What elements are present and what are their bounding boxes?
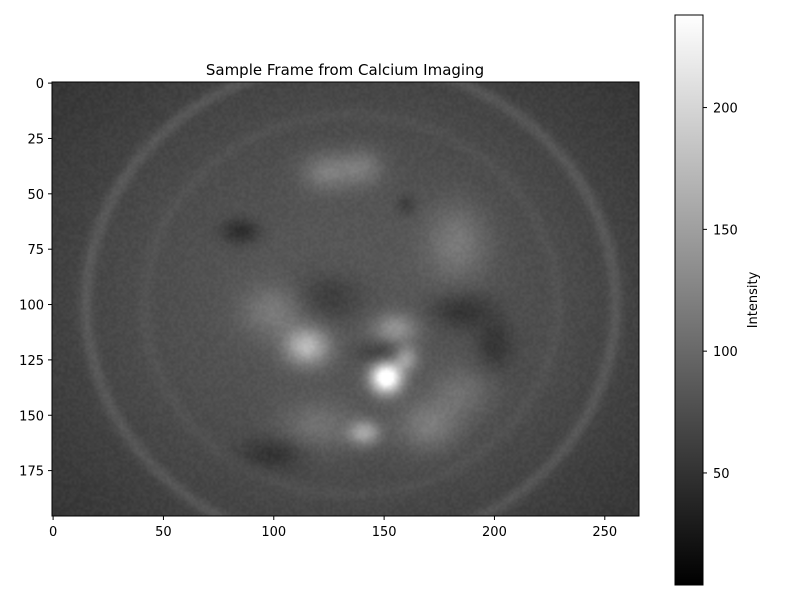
x-tick-label: 250 [592, 525, 617, 540]
chart-title: Sample Frame from Calcium Imaging [206, 61, 484, 79]
x-axis: 0 50 100 150 200 250 [49, 516, 617, 540]
colorbar-axis: 50 100 150 200 [703, 102, 738, 482]
colorbar-tick-label: 50 [713, 467, 730, 482]
x-tick-label: 150 [372, 525, 397, 540]
y-tick-label: 150 [19, 409, 44, 424]
y-tick-label: 75 [27, 243, 44, 258]
y-tick-label: 0 [36, 77, 44, 92]
colorbar-tick-label: 150 [713, 223, 738, 238]
y-tick-label: 50 [27, 188, 44, 203]
y-tick-label: 125 [19, 354, 44, 369]
y-tick-label: 25 [27, 132, 44, 147]
y-tick-label: 175 [19, 465, 44, 480]
colorbar-label: Intensity [746, 271, 761, 328]
heatmap-image [52, 82, 639, 516]
x-tick-label: 200 [482, 525, 507, 540]
y-axis: 0 25 50 75 100 125 150 175 [19, 77, 52, 480]
x-tick-label: 50 [155, 525, 172, 540]
colorbar-tick-label: 200 [713, 102, 738, 117]
colorbar-tick-label: 100 [713, 345, 738, 360]
x-tick-label: 0 [49, 525, 57, 540]
plot-frame [51, 81, 640, 517]
y-tick-label: 100 [19, 299, 44, 314]
colorbar [674, 14, 704, 586]
x-tick-label: 100 [261, 525, 286, 540]
